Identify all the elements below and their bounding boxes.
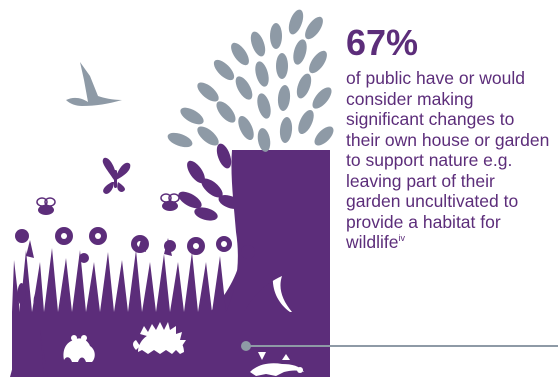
tree-icon: [167, 9, 334, 312]
hedgehog-icon: [133, 322, 186, 354]
flowers: [15, 227, 255, 263]
lizard-icon: [250, 352, 304, 376]
stat-value: 67%: [346, 22, 419, 63]
bee-icon: [160, 193, 180, 211]
bird-icon: [66, 62, 122, 106]
statistic-callout: 67% of public have or would consider mak…: [346, 24, 551, 253]
butterfly-icon: [102, 157, 131, 194]
reeds: [10, 283, 48, 377]
grass: [12, 236, 226, 312]
bee-icon: [36, 197, 56, 215]
connector-dot: [241, 341, 251, 351]
stat-description-text: of public have or would consider making …: [346, 68, 550, 252]
footnote-marker: iv: [398, 233, 406, 244]
frog-icon: [63, 335, 95, 362]
stat-description: of public have or would consider making …: [346, 68, 551, 253]
